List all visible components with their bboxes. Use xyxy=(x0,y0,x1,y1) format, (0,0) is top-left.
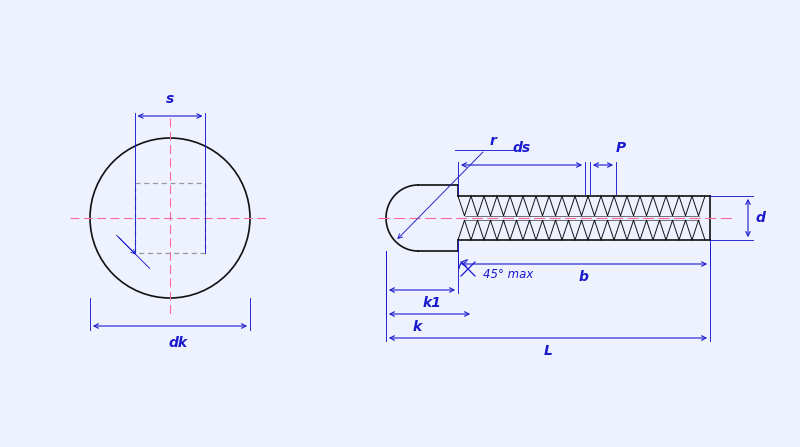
Text: dk: dk xyxy=(169,336,187,350)
Text: s: s xyxy=(166,92,174,106)
Text: b: b xyxy=(579,270,589,284)
Text: r: r xyxy=(490,134,497,148)
Text: k: k xyxy=(412,320,422,334)
Text: L: L xyxy=(543,344,553,358)
Text: P: P xyxy=(616,141,626,155)
Text: d: d xyxy=(756,211,766,225)
Text: k1: k1 xyxy=(422,296,442,310)
Text: ds: ds xyxy=(513,141,530,155)
Text: 45° max: 45° max xyxy=(483,267,534,281)
